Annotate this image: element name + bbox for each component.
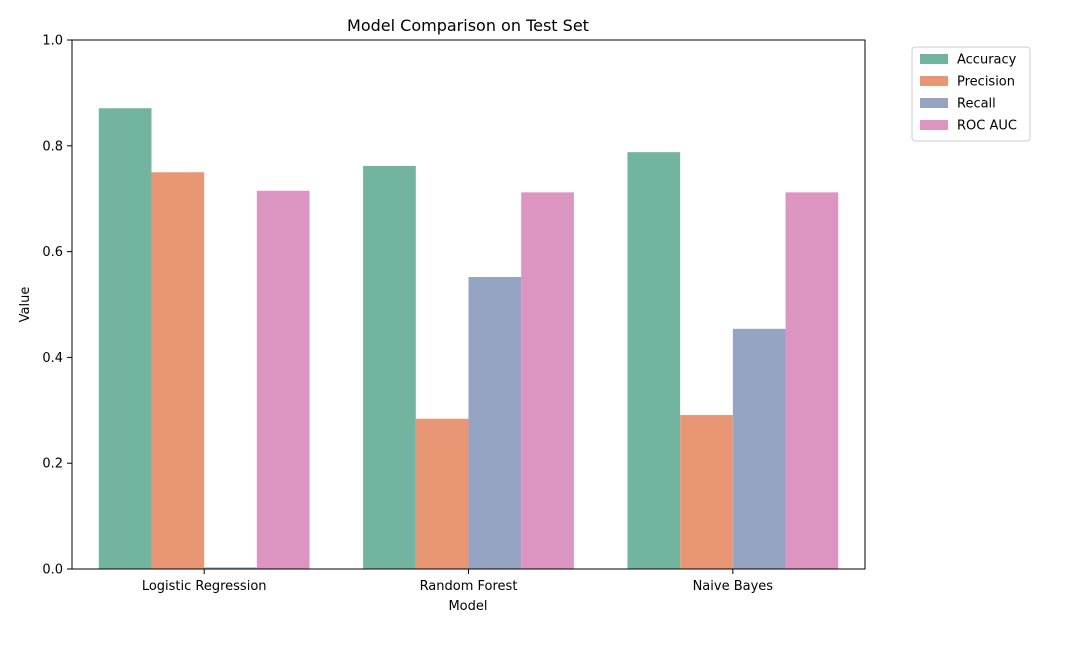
y-tick-label: 0.0 (42, 563, 63, 578)
bars-layer (98, 108, 839, 570)
legend-label-precision: Precision (957, 75, 1015, 90)
bar-accuracy-random-forest (363, 165, 416, 569)
bar-precision-logistic-regression (151, 172, 205, 569)
plot-area-frame (71, 39, 866, 570)
legend-label-roc-auc: ROC AUC (957, 119, 1017, 134)
x-axis: Logistic Regression Random Forest Naive Ba… (142, 569, 773, 594)
bar-roc-auc-logistic-regression (256, 190, 310, 569)
legend-swatch-precision (920, 76, 948, 86)
legend-swatch-roc-auc (920, 120, 948, 130)
x-tick-label: Naive Bayes (693, 579, 774, 594)
bar-roc-auc-random-forest (521, 192, 574, 569)
bar-roc-auc-naive-bayes (785, 192, 839, 569)
legend-box (911, 46, 1031, 142)
bar-recall-logistic-regression (204, 567, 257, 569)
legend: Accuracy Precision Recall ROC AUC (911, 46, 1031, 142)
bar-precision-random-forest (415, 418, 469, 569)
bar-accuracy-logistic-regression (98, 108, 152, 570)
bar-recall-random-forest (468, 276, 522, 569)
x-tick-label: Logistic Regression (142, 579, 267, 594)
y-tick-label: 0.8 (42, 139, 63, 154)
x-axis-title: Model (448, 599, 487, 614)
y-tick-label: 1.0 (42, 34, 63, 49)
legend-swatch-accuracy (920, 54, 948, 64)
x-tick-label: Random Forest (420, 579, 518, 594)
legend-swatch-recall (920, 98, 948, 108)
y-axis-title: Value (18, 287, 33, 323)
legend-label-recall: Recall (957, 97, 996, 112)
y-tick-label: 0.4 (42, 351, 63, 366)
y-tick-label: 0.6 (42, 245, 63, 260)
y-tick-label: 0.2 (42, 457, 63, 472)
chart-title: Model Comparison on Test Set (347, 16, 589, 35)
bar-precision-naive-bayes (680, 415, 733, 569)
bar-recall-naive-bayes (732, 328, 786, 569)
legend-label-accuracy: Accuracy (957, 53, 1017, 68)
y-axis: 0.0 0.2 0.4 0.6 0.8 1.0 (42, 34, 72, 578)
bar-accuracy-naive-bayes (627, 152, 681, 569)
